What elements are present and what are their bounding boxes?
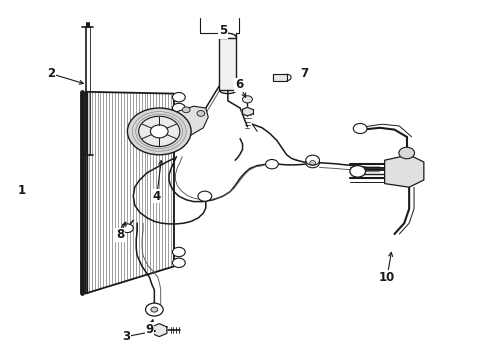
Text: 6: 6 (235, 78, 243, 91)
Circle shape (151, 307, 158, 312)
Text: 9: 9 (146, 323, 153, 336)
Bar (273, 74, 287, 81)
Circle shape (353, 123, 367, 134)
Circle shape (182, 107, 190, 113)
Circle shape (306, 155, 319, 165)
Circle shape (350, 166, 366, 177)
Circle shape (146, 303, 163, 316)
Circle shape (266, 159, 278, 169)
Text: 7: 7 (301, 67, 309, 80)
Text: 5: 5 (219, 26, 227, 39)
Circle shape (127, 108, 191, 155)
Circle shape (172, 103, 185, 113)
Text: 10: 10 (379, 271, 395, 284)
Circle shape (243, 96, 252, 103)
Polygon shape (243, 107, 252, 116)
Circle shape (197, 111, 205, 116)
Circle shape (399, 147, 415, 159)
Circle shape (310, 161, 316, 165)
Circle shape (172, 93, 185, 102)
Polygon shape (385, 155, 424, 187)
Circle shape (306, 158, 319, 168)
Polygon shape (154, 106, 208, 135)
Text: 8: 8 (116, 228, 124, 241)
Text: 5: 5 (219, 24, 227, 37)
Circle shape (172, 258, 185, 267)
Text: 3: 3 (122, 330, 130, 343)
Bar (220, 38, 237, 90)
Text: 4: 4 (153, 190, 161, 203)
Text: 2: 2 (48, 67, 55, 80)
Text: 1: 1 (18, 184, 26, 197)
Circle shape (198, 191, 212, 201)
Circle shape (172, 247, 185, 257)
Polygon shape (151, 324, 167, 337)
Circle shape (139, 116, 180, 147)
Circle shape (150, 125, 168, 138)
Circle shape (122, 224, 133, 233)
